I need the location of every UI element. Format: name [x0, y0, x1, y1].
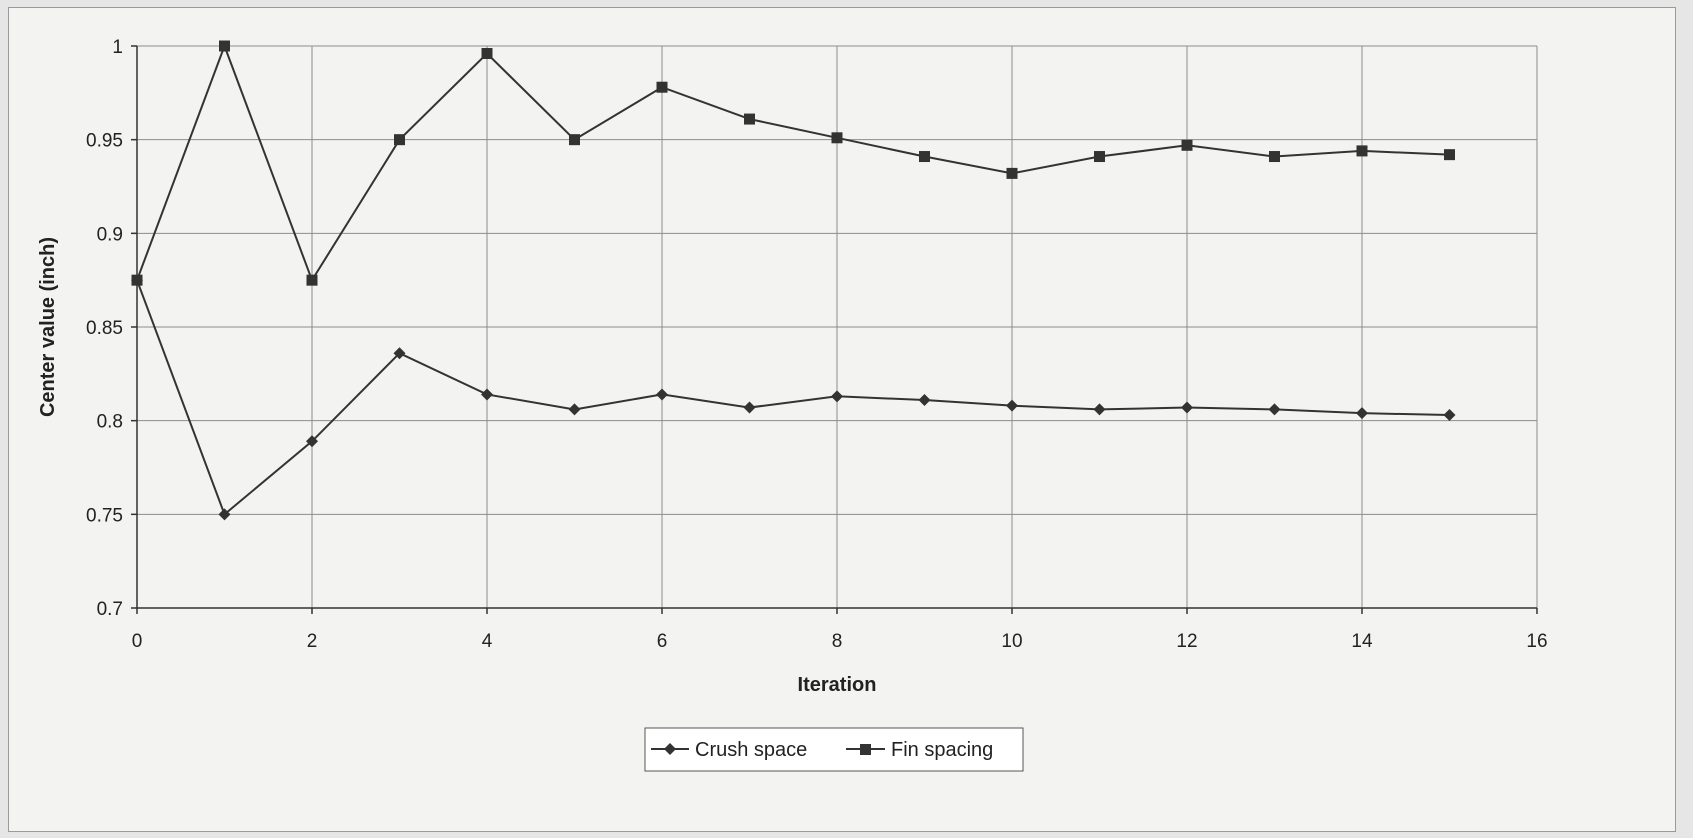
x-tick-label: 10 [1001, 631, 1022, 652]
legend-label-fin-spacing: Fin spacing [891, 739, 993, 761]
data-point-crush-space [481, 388, 493, 401]
data-point-fin-spacing [219, 40, 230, 52]
x-axis-title: Iteration [798, 674, 877, 696]
data-point-fin-spacing [131, 274, 143, 286]
data-point-fin-spacing [394, 134, 405, 146]
data-point-fin-spacing [1006, 167, 1018, 179]
y-tick-label: 1 [112, 37, 123, 58]
y-tick-label: 0.9 [97, 224, 123, 245]
x-tick-label: 6 [657, 631, 668, 652]
data-point-fin-spacing [1269, 151, 1280, 163]
y-axis-title: Center value (inch) [37, 237, 59, 417]
data-point-fin-spacing [306, 274, 318, 286]
x-tick-label: 14 [1351, 631, 1373, 652]
data-point-fin-spacing [919, 151, 930, 163]
data-point-fin-spacing [481, 47, 493, 59]
x-tick-label: 4 [482, 631, 493, 652]
data-point-fin-spacing [1094, 151, 1105, 163]
legend-marker-fin-spacing [860, 744, 871, 755]
x-tick-label: 2 [307, 631, 318, 652]
x-tick-label: 8 [832, 631, 843, 652]
legend-label-crush-space: Crush space [695, 739, 807, 761]
data-point-crush-space [1093, 403, 1106, 416]
series-line-fin-spacing [136, 43, 1450, 283]
data-point-crush-space [1443, 409, 1456, 422]
data-point-fin-spacing [1181, 139, 1193, 151]
data-point-fin-spacing [569, 134, 580, 146]
y-tick-label: 0.8 [97, 412, 123, 433]
data-point-crush-space [1006, 399, 1018, 412]
legend-marker-crush-space [664, 743, 676, 755]
data-point-crush-space [306, 435, 318, 448]
data-point-crush-space [568, 403, 581, 416]
grid [137, 45, 1538, 608]
data-point-crush-space [393, 347, 406, 360]
y-tick-label: 0.75 [86, 505, 123, 526]
legend-box [644, 727, 1024, 772]
data-point-fin-spacing [831, 132, 843, 144]
data-point-crush-space [218, 508, 231, 521]
x-tick-label: 0 [132, 631, 143, 652]
legend: Crush space Fin spacing [644, 727, 1024, 772]
x-tick-label: 12 [1176, 631, 1197, 652]
data-point-crush-space [918, 394, 931, 407]
series-fin-spacing [131, 40, 1455, 286]
y-tick-label: 0.85 [86, 318, 123, 339]
y-tick-label: 0.7 [97, 599, 123, 620]
data-point-crush-space [656, 388, 668, 401]
data-point-crush-space [1268, 403, 1281, 416]
data-point-crush-space [1181, 401, 1193, 414]
data-point-fin-spacing [1356, 145, 1368, 157]
series [131, 40, 1456, 521]
x-tick-label: 16 [1526, 631, 1547, 652]
data-point-crush-space [743, 401, 756, 414]
chart-frame: 0.7 0.75 0.8 0.85 0.9 0.95 1 0 2 4 6 8 10 12 14 16 Iter… [8, 7, 1676, 832]
data-point-crush-space [1356, 407, 1368, 420]
data-point-fin-spacing [656, 81, 668, 93]
data-point-crush-space [831, 390, 843, 403]
data-point-fin-spacing [1444, 149, 1455, 161]
series-line-crush-space [136, 279, 1450, 517]
data-point-fin-spacing [744, 113, 755, 125]
y-tick-label: 0.95 [86, 131, 123, 152]
series-crush-space [131, 274, 1456, 521]
